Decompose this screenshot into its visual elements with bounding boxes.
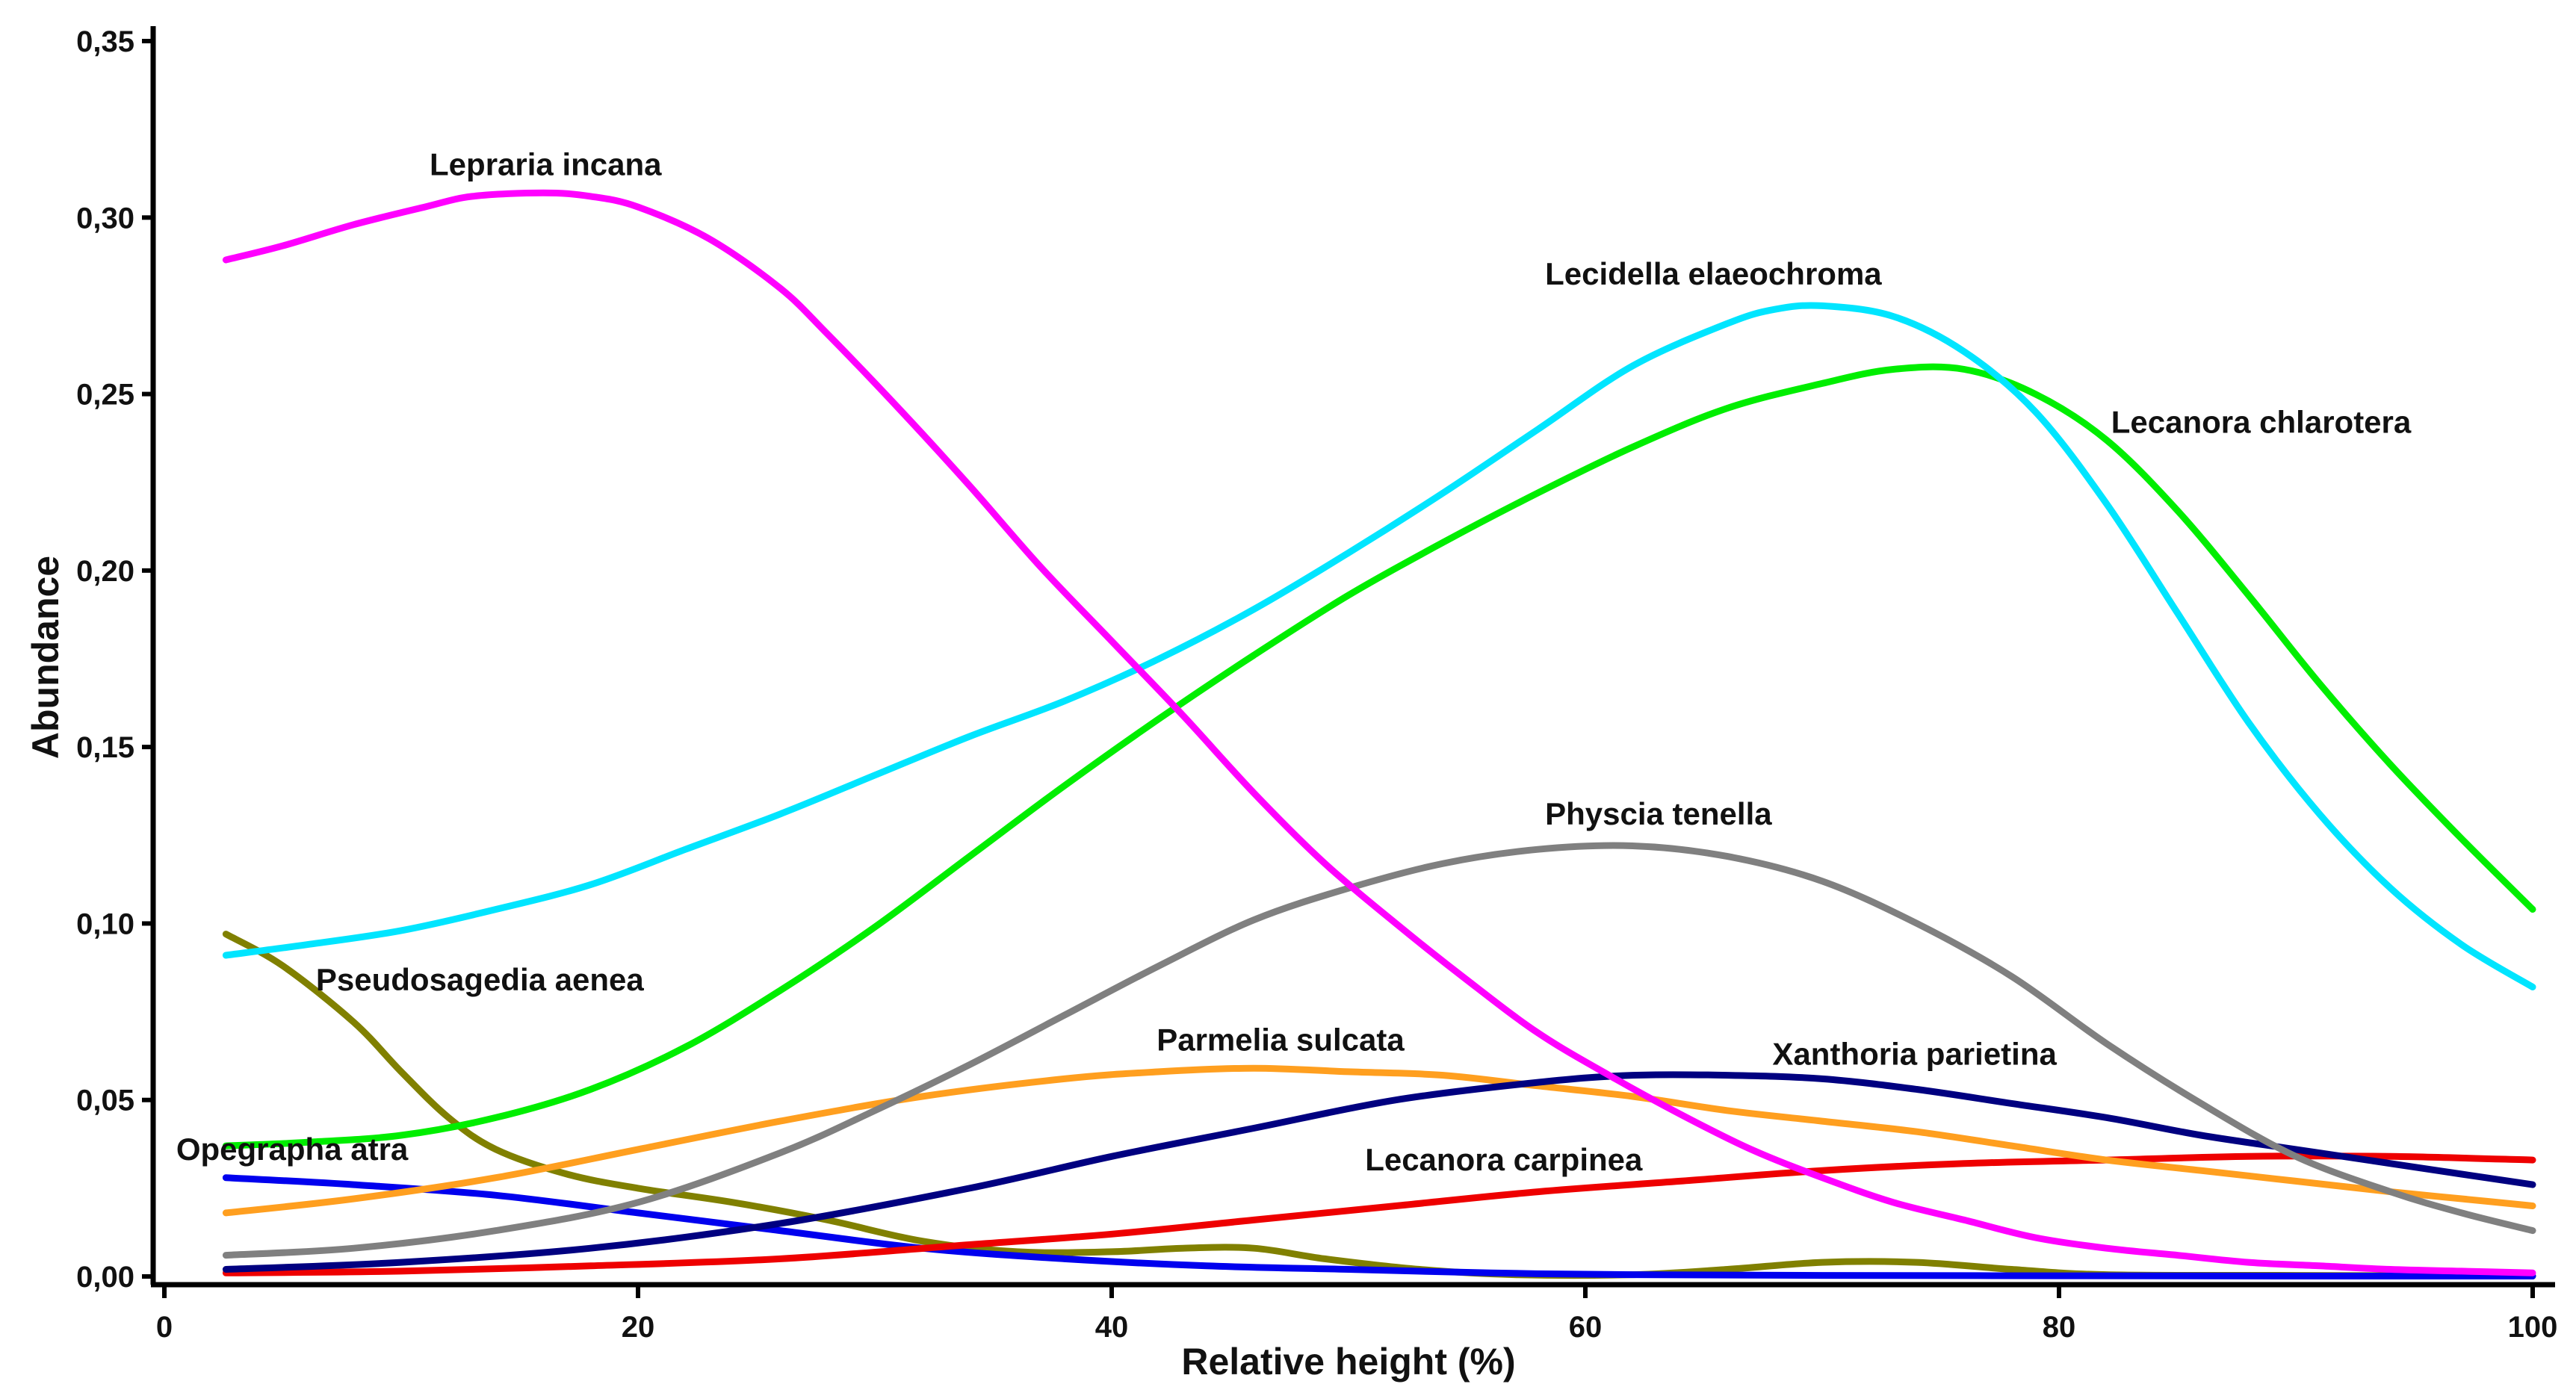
series-label-lecanora-carpinea: Lecanora carpinea (1365, 1142, 1643, 1177)
series-line-lecanora-carpinea (222, 1152, 2536, 1276)
series-line-parmelia-sulcata (222, 1064, 2536, 1217)
y-tick-label: 0,05 (76, 1085, 134, 1117)
series-line-lecidella-elaeochroma (222, 302, 2536, 990)
series-label-lepraria-incana: Lepraria incana (430, 147, 662, 182)
series-line-xanthoria-parietina (222, 1071, 2536, 1273)
series-label-opegrapha-atra: Opegrapha atra (176, 1132, 409, 1167)
series-line-pseudosagedia-aenea (222, 931, 2536, 1279)
series-labels-layer: Lepraria incana Lecidella elaeochroma Leca… (176, 147, 2412, 1178)
y-tick-label: 0,30 (76, 202, 134, 235)
series-label-parmelia-sulcata: Parmelia sulcata (1157, 1023, 1405, 1058)
series-label-xanthoria-parietina: Xanthoria parietina (1772, 1036, 2057, 1071)
axes-layer: 0,00 0,05 0,10 0,15 0,20 0,25 0,30 0,35 0 20 40 60 8… (76, 25, 2557, 1344)
y-axis-title: Abundance (25, 556, 66, 759)
y-tick-label: 0,35 (76, 25, 134, 58)
series-label-lecanora-chlarotera: Lecanora chlarotera (2111, 405, 2412, 440)
x-axis-title: Relative height (%) (1181, 1341, 1515, 1383)
series-label-physcia-tenella: Physcia tenella (1545, 796, 1772, 831)
x-tick-label: 0 (156, 1311, 173, 1344)
series-line-lepraria-incana (222, 189, 2536, 1276)
series-line-physcia-tenella (222, 842, 2536, 1259)
x-tick-label: 80 (2043, 1311, 2076, 1344)
x-tick-label: 60 (1569, 1311, 1603, 1344)
series-line-lecanora-chlarotera (222, 363, 2536, 1149)
y-tick-label: 0,15 (76, 731, 134, 764)
x-tick-label: 20 (622, 1311, 655, 1344)
y-tick-label: 0,10 (76, 907, 134, 940)
ticks-layer: 0,00 0,05 0,10 0,15 0,20 0,25 0,30 0,35 0 20 40 60 8… (76, 25, 2557, 1344)
series-layer (222, 189, 2536, 1280)
series-line-opegrapha-atra (222, 1174, 2536, 1280)
y-tick-label: 0,20 (76, 555, 134, 588)
y-tick-label: 0,25 (76, 379, 134, 412)
x-tick-label: 40 (1095, 1311, 1129, 1344)
series-label-lecidella-elaeochroma: Lecidella elaeochroma (1545, 256, 1882, 291)
series-label-pseudosagedia-aenea: Pseudosagedia aenea (316, 962, 645, 997)
y-tick-label: 0,00 (76, 1261, 134, 1294)
x-tick-label: 100 (2508, 1311, 2558, 1344)
